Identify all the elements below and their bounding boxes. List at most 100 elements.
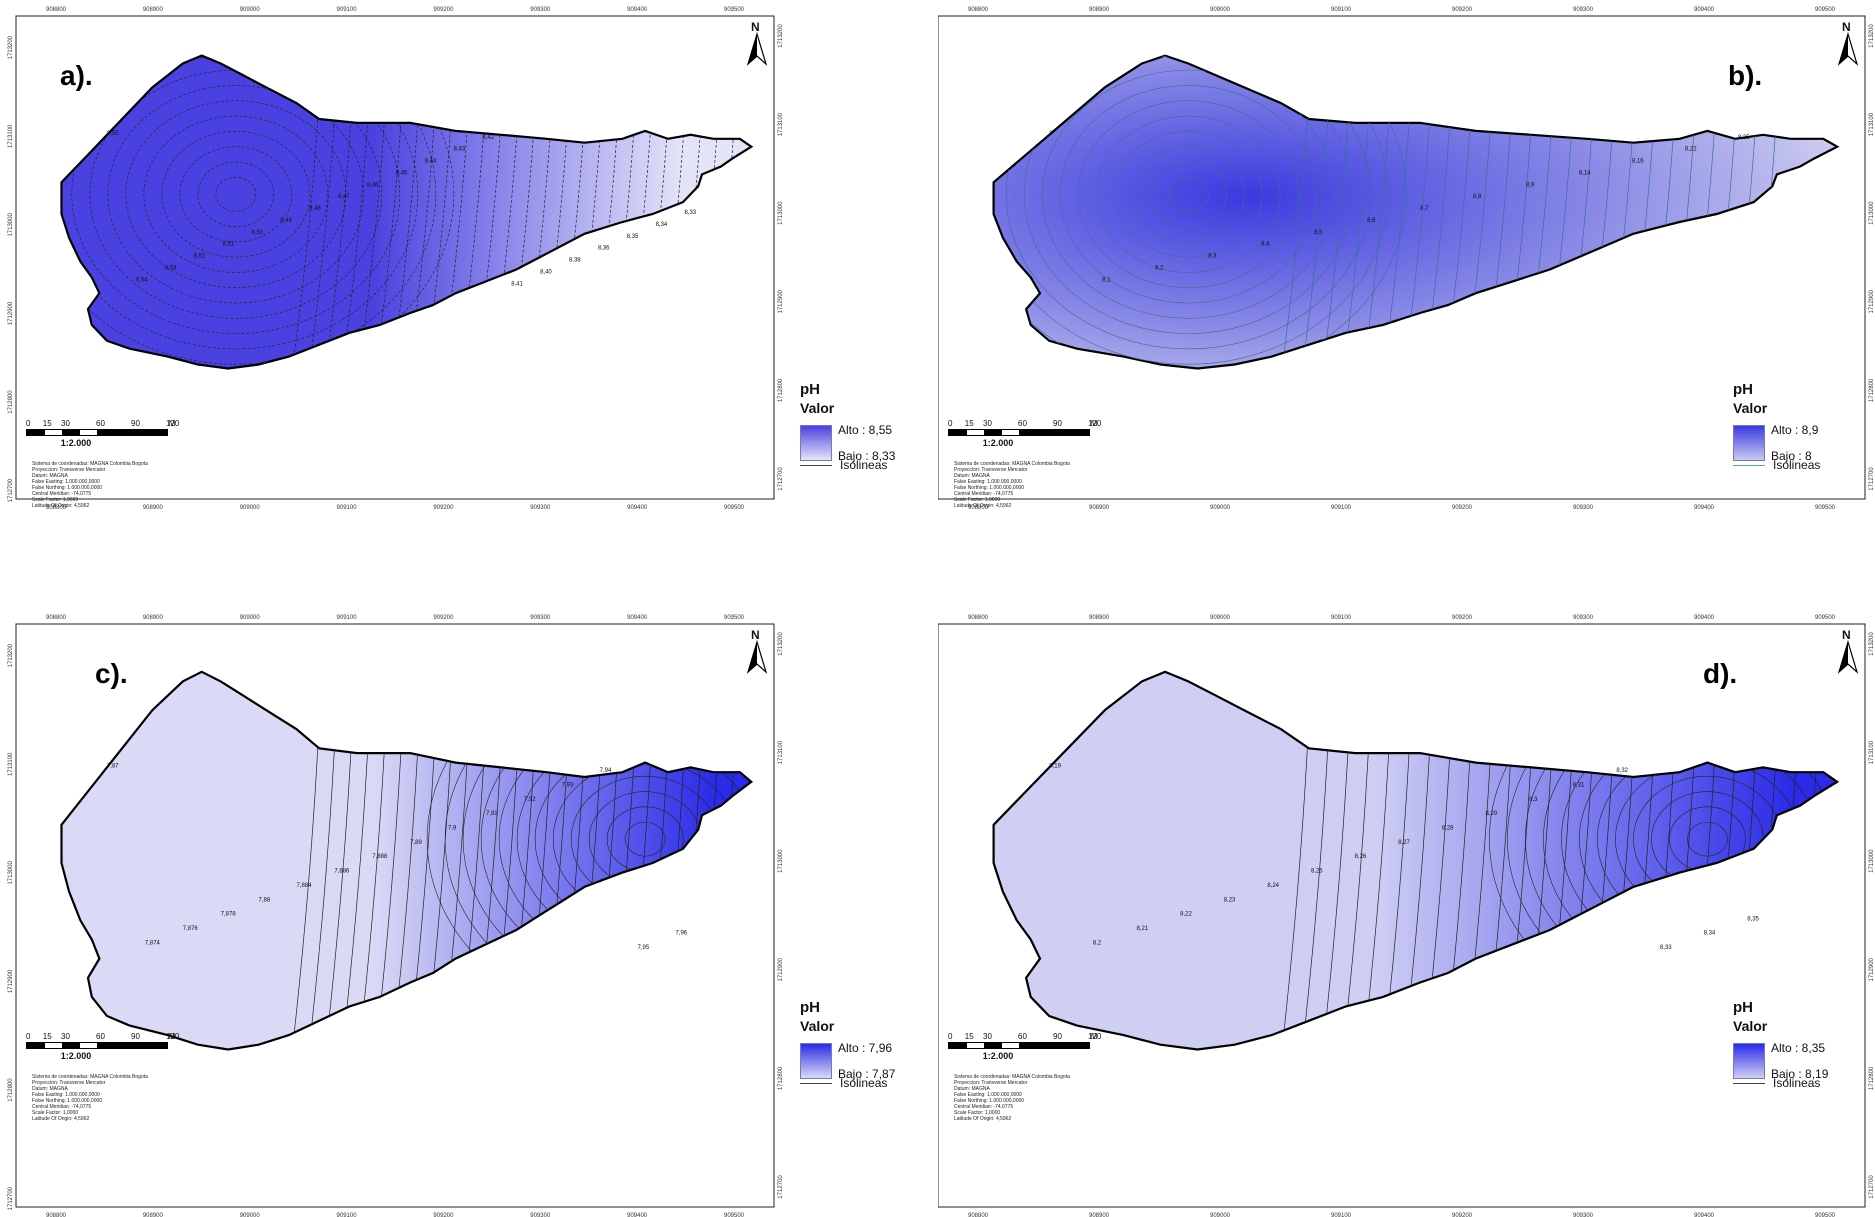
legend-ramp: Alto : 7,96 Bajo : 7,87 [800, 1037, 950, 1085]
x-coordinate-label: 908800 [46, 7, 67, 13]
y-coordinate-label: 1712700 [1869, 1175, 1875, 1199]
y-coordinate-label: 1712800 [778, 378, 784, 402]
y-coordinate-label: 1712800 [8, 1078, 14, 1102]
isoline-swatch [1733, 1083, 1765, 1085]
contour-label: 8,40 [540, 269, 552, 275]
isoline [789, 95, 819, 392]
metadata-line: False Easting: 1.000.000,0000 [32, 1092, 100, 1098]
panel-label: b). [1728, 60, 1763, 91]
x-coordinate-label: 909500 [724, 7, 745, 13]
map-panel-c: 7,87 7,874 7,876 7,878 7,88 7,884 7,886 7,888 7,… [0, 608, 935, 1217]
contour-label: 8 [1049, 131, 1053, 137]
contour-label: 8,1 [1102, 277, 1111, 283]
metadata-line: Central Meridian: -74,0775 [32, 491, 92, 497]
x-coordinate-label: 909300 [530, 615, 551, 621]
contour-label: 7,91 [486, 811, 498, 817]
legend-isolines: Isolineas [800, 458, 960, 472]
y-coordinate-label: 1712900 [778, 289, 784, 313]
metadata-line: False Easting: 1.000.000,0000 [32, 479, 100, 485]
legend-title: pH [800, 381, 820, 398]
scale-tick: 0 [948, 419, 953, 428]
panel-label: d). [1703, 658, 1738, 689]
scale-tick: 90 [1053, 1032, 1062, 1041]
isoline [107, 85, 365, 304]
scale-tick: 90 [131, 419, 140, 428]
y-coordinate-label: 1712700 [778, 467, 784, 491]
scale-ratio: 1:2.000 [60, 438, 92, 448]
y-coordinate-label: 1713200 [8, 35, 14, 59]
isoline [197, 161, 275, 227]
x-coordinate-label: 909100 [1331, 505, 1352, 511]
metadata-line: False Northing: 1.000.000,0000 [954, 485, 1025, 491]
legend-ramp: Alto : 8,9 Bajo : 8 [1733, 419, 1875, 467]
contour-label: 8,27 [1398, 840, 1410, 846]
legend: pH Valor Alto : 8,35 Bajo : 8,19 Isoline… [1733, 998, 1875, 1090]
metadata-line: False Easting: 1.000.000,0000 [954, 1092, 1022, 1098]
contour-label: 7,87 [107, 763, 119, 769]
legend-high: Alto : 8,35 [1771, 1041, 1826, 1055]
contour-label: 7,94 [600, 768, 612, 774]
contour-label: 8,22 [1685, 147, 1697, 153]
x-coordinate-label: 909300 [530, 505, 551, 511]
legend-isolines-label: Isolineas [1773, 1076, 1821, 1090]
isoline [624, 821, 666, 857]
map-svg: 7,87 7,874 7,876 7,878 7,88 7,884 7,886 7,888 7,… [8, 615, 784, 1217]
metadata-line: Proyeccion: Transverse Mercator [32, 467, 106, 473]
contour-label: 8,25 [1311, 869, 1323, 875]
projection-metadata: Sistema de coordenadas: MAGNA Colombia B… [32, 1074, 232, 1122]
y-coordinate-label: 1712800 [778, 1066, 784, 1090]
scale-tick: 120 [1088, 1032, 1102, 1041]
map-svg: 8,19 8,2 8,21 8,22 8,23 8,24 8,25 8,26 8,27 8,28 8… [938, 615, 1875, 1217]
scale-tick: 0 [26, 1032, 31, 1041]
metadata-line: Proyeccion: Transverse Mercator [954, 1080, 1028, 1086]
x-coordinate-label: 908900 [1089, 615, 1110, 621]
scale-tick: 120 [166, 1032, 180, 1041]
legend-low: Bajo : 8,19 [1771, 1067, 1829, 1081]
y-coordinate-label: 1712900 [8, 969, 14, 993]
contour-label: 7,96 [675, 931, 687, 937]
scale-tick: 15 [964, 419, 974, 428]
contour-label: 7,886 [334, 869, 350, 875]
scale-tick: 15 [42, 419, 52, 428]
lake-surface [60, 54, 754, 370]
metadata-line: Datum: MAGNA [32, 473, 68, 479]
y-coordinate-label: 1713100 [1869, 112, 1875, 136]
x-coordinate-label: 909200 [1452, 1213, 1473, 1217]
north-label: N [1842, 628, 1851, 642]
x-coordinate-label: 908800 [46, 505, 67, 511]
x-coordinate-label: 909400 [1694, 615, 1715, 621]
legend-isolines: Isolineas [1733, 1076, 1875, 1090]
y-coordinate-label: 1713100 [8, 752, 14, 776]
contour-label: 8,7 [1420, 206, 1429, 212]
x-coordinate-label: 909100 [337, 1213, 358, 1217]
metadata-line: Scale Factor: 1,0000 [32, 497, 79, 503]
contour-label: 8,26 [1355, 854, 1367, 860]
x-coordinate-label: 909400 [1694, 505, 1715, 511]
y-coordinate-label: 1712900 [8, 301, 14, 325]
x-coordinate-label: 909300 [1573, 615, 1594, 621]
y-coordinate-label: 1713100 [778, 740, 784, 764]
isoline [125, 100, 347, 289]
contour-label: 8,50 [251, 230, 263, 236]
contour-label: 8,4 [1261, 242, 1270, 248]
north-label: N [751, 628, 760, 642]
x-coordinate-label: 908900 [1089, 7, 1110, 13]
scale-tick: 90 [131, 1032, 140, 1041]
scale-tick: 120 [166, 419, 180, 428]
legend-title: pH [1733, 381, 1753, 398]
legend-subtitle: Valor [800, 1018, 835, 1034]
contour-label: 8,54 [136, 277, 148, 283]
contour-label: 7,876 [183, 926, 199, 932]
legend-ramp: Alto : 8,35 Bajo : 8,19 [1733, 1037, 1875, 1085]
x-coordinate-label: 909400 [1694, 1213, 1715, 1217]
north-arrow-icon: N [744, 628, 770, 674]
y-coordinate-label: 1713000 [8, 861, 14, 885]
x-coordinate-label: 908800 [46, 1213, 67, 1217]
isoline [993, 55, 1407, 369]
isoline-swatch [800, 465, 832, 467]
scale-bar-graphic [948, 1042, 1090, 1049]
metadata-line: Datum: MAGNA [32, 1086, 68, 1092]
isoline [1278, 719, 1310, 1050]
projection-metadata: Sistema de coordenadas: MAGNA Colombia B… [954, 461, 1154, 509]
isoline [215, 176, 257, 212]
